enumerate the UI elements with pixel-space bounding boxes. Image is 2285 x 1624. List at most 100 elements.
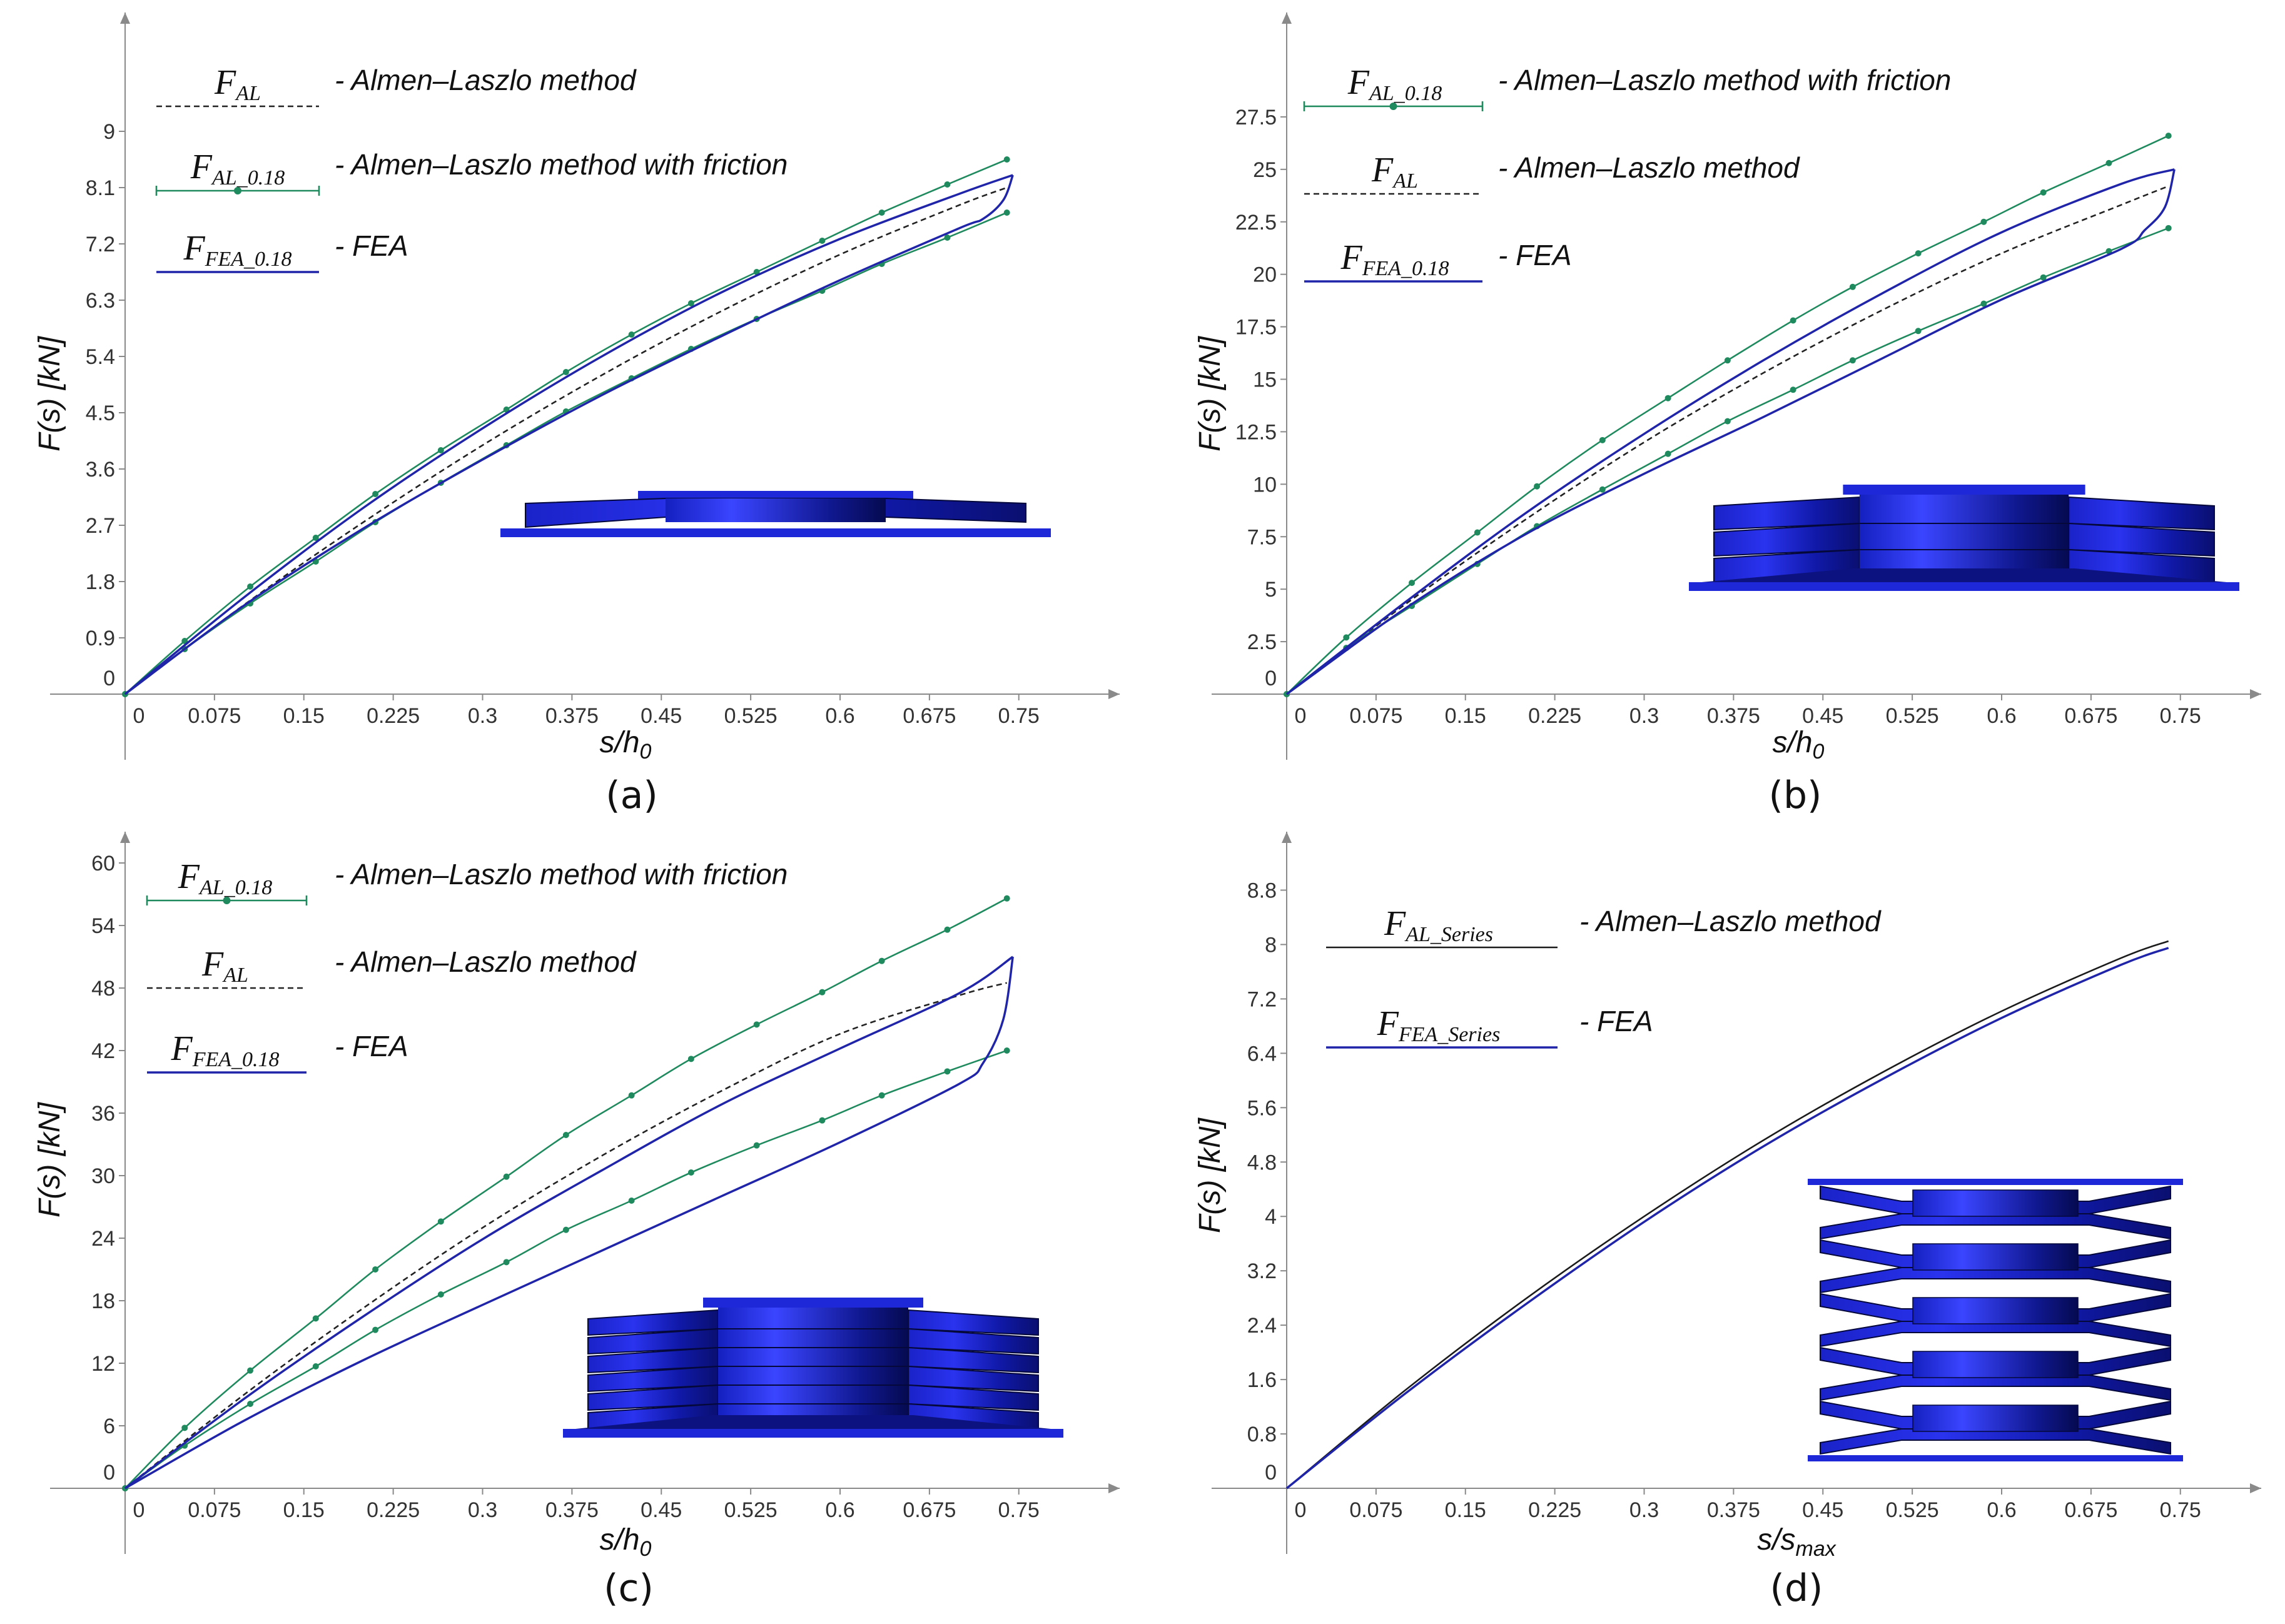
series-line-series-0: [1286, 940, 2169, 1490]
series-point-friction: [1849, 357, 1856, 364]
x-axis-label-sub: 0: [1813, 740, 1825, 764]
legend-marker: [223, 897, 231, 904]
y-tick-label: 2.4: [1247, 1314, 1277, 1338]
spring-hub: [1912, 1297, 2079, 1324]
series-point-friction: [944, 235, 951, 241]
y-tick-label: 36: [91, 1102, 115, 1126]
series-point-friction: [753, 1021, 760, 1028]
spring-disc-lower: [1820, 1267, 2171, 1294]
series-point-friction: [1003, 209, 1010, 216]
legend-symbol-sub: AL_0.18: [1368, 82, 1442, 105]
y-tick-label: 5.4: [86, 345, 115, 369]
series-line-fea-4: [124, 174, 1014, 695]
y-tick-label: 48: [91, 977, 115, 1001]
legend-symbol-sub: AL_0.18: [198, 876, 272, 899]
panel-caption: (d): [1770, 1566, 1823, 1610]
x-tick-label: 0: [133, 1498, 145, 1522]
series-point-friction: [1849, 283, 1856, 290]
series-point-friction: [247, 1401, 254, 1407]
y-axis-arrow: [1282, 832, 1292, 843]
chart-panel-d: 0 0.8 1.6 2.4 3.2 4 4.8 5.6 6.4 7.2 8 8.8 0 0.075 0.15…: [1193, 832, 2261, 1610]
legend-symbol-sub: AL_Series: [1404, 923, 1493, 946]
spring-illustration: [500, 491, 1051, 537]
x-tick-label: 0.6: [1987, 1498, 2016, 1522]
y-tick-label: 7.2: [86, 233, 115, 256]
legend-symbol: FFEA_0.18: [1340, 238, 1449, 280]
legend-symbol: FFEA_0.18: [183, 229, 291, 271]
legend-symbol: FAL_0.18: [1347, 63, 1442, 105]
x-tick-label: 0.375: [545, 704, 599, 728]
y-tick-label: 54: [91, 914, 115, 938]
series-point-friction: [562, 1132, 569, 1138]
series-point-friction: [878, 209, 885, 216]
series-point-friction: [1915, 250, 1922, 257]
series-point-friction: [944, 926, 951, 933]
series-line-fea-4: [1285, 169, 2176, 695]
series-point-friction: [562, 369, 569, 375]
spring-hub: [1912, 1243, 2079, 1271]
x-tick-label: 0.225: [367, 1498, 420, 1522]
legend-symbol-main: F: [170, 1029, 193, 1068]
spring-hub: [666, 498, 886, 522]
legend-item-fr: FAL_0.18 - Almen–Laszlo method with frict…: [155, 148, 788, 196]
series-point-friction: [1980, 218, 1987, 225]
series-point-friction: [819, 1117, 826, 1124]
spring-top-plate: [638, 491, 913, 500]
y-axis-label: F(s) [kN]: [33, 1101, 66, 1218]
series-line-fea-4: [124, 956, 1014, 1490]
legend-symbol-main: F: [1384, 904, 1406, 943]
legend-symbol-sub: FEA_Series: [1398, 1023, 1500, 1046]
y-axis-label: F(s) [kN]: [1193, 1117, 1227, 1233]
series-point-friction: [753, 269, 760, 275]
spring-top-plate: [703, 1298, 923, 1308]
spring-illustration: [1808, 1179, 2183, 1461]
y-tick-label: 15: [1253, 368, 1277, 392]
series-point-friction: [1474, 529, 1481, 536]
series-point-friction: [247, 1367, 254, 1374]
legend-item-series: FAL_Series - Almen–Laszlo method: [1326, 904, 1882, 949]
chart-panel-a: 0 0.9 1.8 2.7 3.6 4.5 5.4 6.3 7.2 8.1 9 0 0.075 0.15 0…: [33, 13, 1120, 817]
spring-base-plate: [1689, 582, 2239, 591]
spring-disc-lower: [1820, 1321, 2171, 1348]
x-axis-label-sub: max: [1796, 1537, 1837, 1561]
legend-label: - Almen–Laszlo method: [1579, 905, 1882, 937]
series-point-friction: [503, 1173, 510, 1180]
x-tick-label: 0.525: [724, 704, 778, 728]
spring-illustration: [563, 1298, 1063, 1438]
series-line-fr-1: [124, 897, 1008, 1489]
series-point-friction: [372, 1326, 379, 1333]
series-line-fea-3: [1285, 168, 2175, 695]
y-tick-label: 42: [91, 1039, 115, 1063]
y-tick-label: 1.8: [86, 570, 115, 594]
x-tick-label: 0.375: [1707, 704, 1760, 728]
series-point-friction: [437, 1218, 444, 1225]
spring-hub: [1859, 495, 2069, 576]
legend-item-fea: FFEA_Series - FEA: [1326, 1004, 1653, 1049]
legend-item-fea: FFEA_0.18 - FEA: [156, 229, 408, 273]
spring-base-plate: [500, 528, 1051, 537]
y-axis-arrow: [120, 13, 130, 24]
legend-symbol-sub: FEA_0.18: [205, 248, 292, 271]
y-tick-label: 4.5: [86, 401, 115, 425]
series-point-friction: [312, 535, 319, 541]
y-tick-label: 25: [1253, 158, 1277, 182]
legend-symbol: FAL: [201, 945, 248, 987]
series-point-friction: [437, 447, 444, 453]
legend-symbol-main: F: [1371, 151, 1394, 189]
legend-symbol-main: F: [201, 945, 224, 984]
series-point-friction: [628, 1092, 635, 1099]
x-tick-label: 0: [1295, 1498, 1307, 1522]
legend-symbol-sub: AL: [235, 82, 261, 105]
spring-top-plate: [1843, 485, 2085, 495]
y-tick-label: 3.6: [86, 458, 115, 482]
series-point-friction: [628, 331, 635, 338]
y-axis-label: F(s) [kN]: [1193, 335, 1227, 451]
series-point-friction: [1599, 486, 1606, 493]
y-tick-label: 2.5: [1247, 630, 1277, 654]
legend-label: - Almen–Laszlo method: [1498, 151, 1800, 184]
legend-item-al: FAL - Almen–Laszlo method: [156, 63, 637, 108]
series-point-friction: [312, 1363, 319, 1369]
series-point-friction: [2165, 133, 2172, 139]
legend-symbol-main: F: [183, 229, 205, 268]
